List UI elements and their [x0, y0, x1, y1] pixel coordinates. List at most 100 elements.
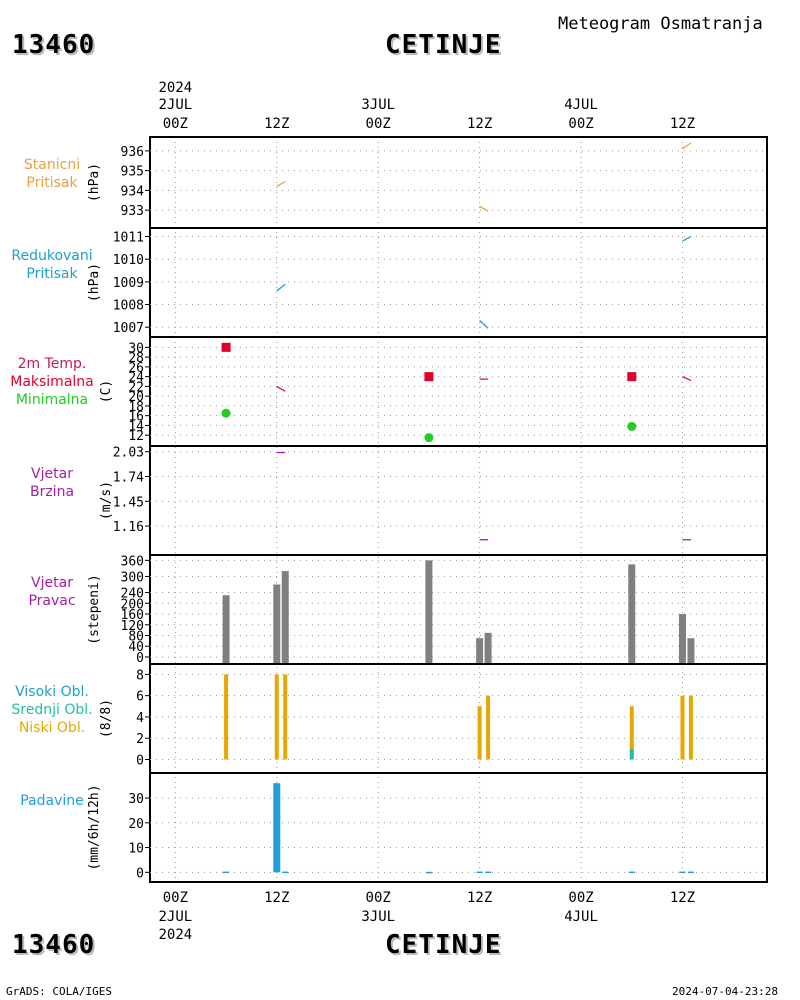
- y-tick-label-cloud-cover: 8: [136, 668, 144, 683]
- wind-direction-bar: [273, 584, 281, 663]
- low-cloud-bar: [688, 695, 693, 760]
- unit-label-precipitation: (mm/6h/12h): [87, 784, 102, 870]
- series-segment-temperature: [276, 385, 286, 392]
- temp-max-marker: [221, 342, 231, 352]
- panel-label-precipitation: Padavine: [20, 793, 84, 809]
- station-name-footer: CETINJE: [385, 930, 502, 960]
- x-axis-bottom-date: 2JUL: [158, 909, 192, 925]
- station-name-header: CETINJE: [385, 30, 502, 60]
- x-axis-bottom-time: 00Z: [568, 890, 593, 906]
- panel-frame-wind-direction: [149, 554, 768, 665]
- series-segment-station-pressure: [276, 180, 286, 188]
- y-tick-label-temperature: 22: [128, 380, 144, 395]
- temp-max-marker: [627, 372, 637, 382]
- precipitation-bar: [425, 871, 432, 874]
- station-id-header: 13460: [12, 30, 96, 60]
- unit-label-temperature: (C): [99, 380, 114, 403]
- panel-frame-precipitation: [149, 772, 768, 883]
- y-tick-label-wind-direction: 200: [121, 597, 144, 612]
- render-timestamp: 2024-07-04-23:28: [672, 985, 778, 998]
- low-cloud-bar: [283, 674, 288, 760]
- panel-label-temperature: Maksimalna: [10, 374, 94, 390]
- temp-min-marker: [221, 408, 231, 418]
- y-tick-label-wind-direction: 240: [121, 587, 144, 602]
- low-cloud-bar: [224, 674, 229, 760]
- y-tick-label-temperature: 12: [128, 429, 144, 444]
- panel-label-wind-direction: Vjetar: [31, 575, 73, 591]
- wind-direction-bar: [628, 564, 636, 663]
- low-cloud-bar: [477, 706, 482, 760]
- y-tick-label-reduced-pressure: 1010: [113, 253, 144, 268]
- wind-direction-bar: [425, 560, 433, 663]
- panel-frame-temperature: [149, 336, 768, 447]
- panel-label-wind-speed: Brzina: [30, 484, 74, 500]
- wind-direction-bar: [687, 638, 695, 663]
- y-tick-label-station-pressure: 934: [121, 184, 145, 199]
- panel-frame-cloud-cover: [149, 663, 768, 774]
- unit-label-reduced-pressure: (hPa): [87, 263, 102, 302]
- precipitation-bar: [628, 871, 635, 874]
- unit-label-wind-direction: (stepeni): [87, 574, 102, 644]
- y-tick-label-cloud-cover: 0: [136, 753, 144, 768]
- panel-frame-wind-speed: [149, 445, 768, 556]
- y-tick-label-temperature: 16: [128, 410, 144, 425]
- mid-cloud-bar: [629, 748, 634, 760]
- grads-credit: GrADS: COLA/IGES: [6, 985, 112, 998]
- x-axis-top-time: 12Z: [670, 116, 695, 132]
- y-tick-label-wind-direction: 40: [128, 640, 144, 655]
- y-tick-label-precipitation: 0: [136, 866, 144, 881]
- wind-direction-bar: [484, 632, 492, 663]
- x-axis-top-time: 12Z: [467, 116, 492, 132]
- y-tick-label-cloud-cover: 4: [136, 711, 144, 726]
- y-tick-label-wind-direction: 120: [121, 619, 144, 634]
- y-tick-label-wind-direction: 360: [121, 554, 144, 569]
- y-tick-label-wind-speed: 2.03: [113, 446, 144, 461]
- panel-label-temperature: Minimalna: [16, 392, 88, 408]
- unit-label-wind-speed: (m/s): [99, 481, 114, 520]
- y-tick-label-reduced-pressure: 1008: [113, 299, 144, 314]
- temp-max-marker: [424, 372, 434, 382]
- panel-label-temperature: 2m Temp.: [18, 356, 87, 372]
- series-segment-reduced-pressure: [479, 319, 489, 329]
- wind-direction-bar: [476, 638, 484, 663]
- panel-label-station-pressure: Stanicni: [24, 157, 80, 173]
- wind-direction-bar: [281, 571, 289, 663]
- precipitation-bar: [485, 871, 492, 874]
- y-tick-label-temperature: 26: [128, 361, 144, 376]
- panel-label-reduced-pressure: Redukovani: [11, 248, 92, 264]
- unit-label-station-pressure: (hPa): [87, 163, 102, 202]
- x-axis-top-date: 2JUL: [158, 97, 192, 113]
- temp-min-marker: [424, 433, 434, 443]
- x-axis-top-time: 00Z: [163, 116, 188, 132]
- x-axis-bottom-time: 12Z: [467, 890, 492, 906]
- x-axis-bottom-date: 3JUL: [361, 909, 395, 925]
- y-tick-label-wind-speed: 1.16: [113, 520, 144, 535]
- panel-label-reduced-pressure: Pritisak: [26, 266, 78, 282]
- y-tick-label-wind-speed: 1.74: [113, 470, 144, 485]
- y-tick-label-temperature: 14: [128, 419, 144, 434]
- low-cloud-bar: [274, 674, 279, 760]
- page-subtitle: Meteogram Osmatranja: [558, 14, 763, 34]
- x-axis-top-date: 3JUL: [361, 97, 395, 113]
- panel-frame-reduced-pressure: [149, 227, 768, 338]
- series-segment-reduced-pressure: [682, 235, 692, 242]
- y-tick-label-wind-direction: 300: [121, 570, 144, 585]
- precipitation-bar: [687, 871, 694, 874]
- y-tick-label-temperature: 20: [128, 390, 144, 405]
- y-tick-label-reduced-pressure: 1009: [113, 276, 144, 291]
- low-cloud-bar: [680, 695, 685, 760]
- x-axis-top-time: 00Z: [568, 116, 593, 132]
- panel-label-cloud-cover: Niski Obl.: [19, 720, 85, 736]
- precipitation-bar: [679, 871, 686, 874]
- temp-min-marker: [627, 421, 637, 431]
- y-tick-label-station-pressure: 933: [121, 204, 144, 219]
- y-tick-label-precipitation: 20: [128, 817, 144, 832]
- x-axis-bottom-date: 4JUL: [564, 909, 598, 925]
- x-axis-top-year: 2024: [158, 80, 192, 96]
- y-tick-label-wind-direction: 80: [128, 630, 144, 645]
- wind-direction-bar: [678, 614, 686, 663]
- y-tick-label-station-pressure: 935: [121, 165, 144, 180]
- precipitation-bar: [223, 871, 230, 874]
- series-segment-reduced-pressure: [276, 283, 286, 292]
